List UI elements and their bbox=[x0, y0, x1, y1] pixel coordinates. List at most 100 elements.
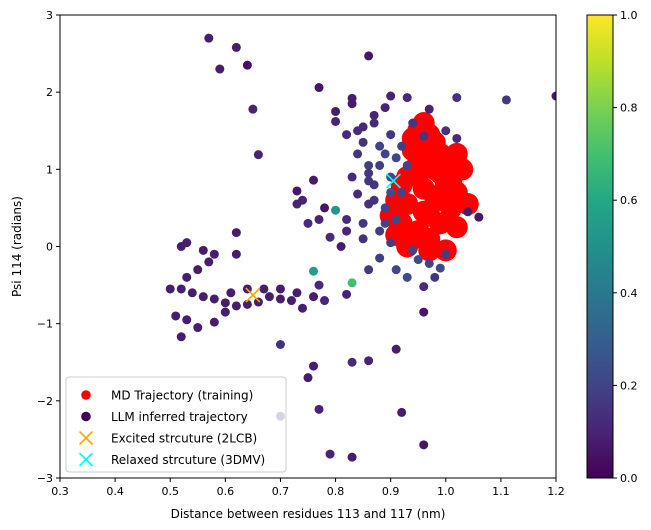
llm-trajectory-point bbox=[331, 205, 341, 215]
legend-x-icon bbox=[78, 430, 94, 446]
llm-trajectory-point bbox=[325, 232, 335, 242]
llm-trajectory-point bbox=[386, 91, 396, 101]
llm-trajectory-point bbox=[402, 272, 412, 282]
x-tick-label: 0.8 bbox=[327, 485, 345, 498]
llm-trajectory-point bbox=[408, 245, 418, 255]
llm-trajectory-point bbox=[375, 141, 385, 151]
llm-trajectory-point bbox=[408, 118, 418, 128]
llm-trajectory-point bbox=[347, 278, 357, 288]
y-tick-label: 0 bbox=[46, 241, 53, 254]
legend-entry-relaxed: Relaxed strcuture (3DMV) bbox=[78, 452, 265, 467]
llm-trajectory-point bbox=[391, 214, 401, 224]
llm-trajectory-point bbox=[182, 272, 192, 282]
llm-trajectory-point bbox=[386, 187, 396, 197]
structure-markers bbox=[245, 173, 401, 303]
colorbar-tick-label: 0.6 bbox=[620, 194, 638, 207]
llm-trajectory-point bbox=[264, 292, 274, 302]
legend-box bbox=[65, 376, 287, 473]
legend-entry-excited: Excited strcuture (2LCB) bbox=[78, 430, 257, 446]
md-trajectory-point bbox=[401, 139, 424, 162]
y-tick-label: 3 bbox=[46, 9, 53, 22]
llm-trajectory-point bbox=[193, 323, 203, 333]
llm-trajectory-point bbox=[419, 282, 429, 292]
llm-trajectory-point bbox=[364, 160, 374, 170]
colorbar-tick-label: 0.2 bbox=[620, 379, 638, 392]
llm-trajectory-point bbox=[375, 226, 385, 236]
llm-trajectory-point bbox=[320, 203, 330, 213]
colorbar-tick-label: 1.0 bbox=[620, 9, 638, 22]
llm-trajectory-point bbox=[231, 249, 241, 259]
llm-trajectory-point bbox=[176, 242, 186, 251]
llm-trajectory-point bbox=[474, 212, 484, 222]
llm-trajectory-point bbox=[331, 106, 341, 116]
md-trajectory-point bbox=[445, 216, 468, 239]
llm-trajectory-point bbox=[253, 150, 263, 160]
x-tick-label: 1.1 bbox=[492, 485, 510, 498]
llm-trajectory-point bbox=[253, 297, 263, 307]
llm-trajectory-point bbox=[325, 449, 335, 459]
legend: MD Trajectory (training) LLM inferred tra… bbox=[65, 376, 287, 473]
llm-trajectory-point bbox=[204, 33, 214, 43]
llm-trajectory-point bbox=[463, 207, 473, 217]
llm-trajectory-point bbox=[171, 311, 181, 321]
md-trajectory-point bbox=[401, 227, 424, 250]
llm-trajectory-point bbox=[342, 226, 352, 236]
y-tick-label: −1 bbox=[37, 318, 53, 331]
legend-label: Relaxed strcuture (3DMV) bbox=[111, 453, 265, 467]
llm-trajectory-point bbox=[391, 153, 401, 163]
llm-trajectory-point bbox=[314, 404, 324, 414]
llm-trajectory-point bbox=[275, 294, 285, 304]
llm-trajectory-point bbox=[220, 307, 230, 317]
llm-trajectory-point bbox=[364, 265, 374, 275]
legend-label: MD Trajectory (training) bbox=[111, 389, 253, 403]
llm-trajectory-point bbox=[292, 288, 302, 298]
x-tick-label: 0.7 bbox=[272, 485, 290, 498]
x-tick-label: 0.5 bbox=[161, 485, 179, 498]
llm-trajectory-point bbox=[369, 118, 379, 128]
llm-trajectory-point bbox=[402, 160, 412, 170]
llm-trajectory-point bbox=[209, 317, 219, 327]
md-trajectory-point bbox=[429, 142, 452, 165]
llm-trajectory-point bbox=[358, 234, 368, 244]
llm-trajectory-point bbox=[342, 130, 352, 140]
llm-trajectory-point bbox=[165, 284, 175, 294]
colorbar-frame bbox=[586, 14, 614, 479]
llm-trajectory-point bbox=[347, 357, 357, 367]
excited-structure-marker bbox=[245, 287, 261, 303]
colorbar-gradient bbox=[587, 15, 613, 478]
md-trajectory-point bbox=[412, 200, 435, 223]
llm-trajectory-point bbox=[380, 218, 390, 228]
llm-trajectory-point bbox=[275, 284, 285, 294]
llm-trajectory-point bbox=[353, 126, 363, 136]
llm-trajectory-point bbox=[209, 294, 219, 304]
llm-trajectory-point bbox=[364, 199, 374, 209]
llm-trajectory-point bbox=[204, 257, 214, 267]
y-tick-label: 2 bbox=[46, 86, 53, 99]
md-trajectory-point bbox=[418, 239, 441, 262]
llm-trajectory-point bbox=[358, 218, 368, 228]
llm-trajectory-point bbox=[501, 95, 511, 105]
llm-trajectory-point bbox=[309, 175, 319, 185]
llm-trajectory-point bbox=[397, 407, 407, 417]
legend-circle-icon bbox=[81, 390, 91, 400]
legend-x-icon bbox=[78, 452, 94, 467]
points-layer bbox=[165, 33, 556, 462]
llm-trajectory-point bbox=[242, 299, 252, 309]
legend-label: Excited strcuture (2LCB) bbox=[111, 432, 257, 446]
llm-trajectory-point bbox=[231, 228, 241, 238]
llm-trajectory-point bbox=[342, 214, 352, 224]
md-trajectory-point bbox=[429, 212, 452, 235]
llm-trajectory-point bbox=[369, 180, 379, 190]
llm-trajectory-point bbox=[430, 272, 440, 282]
llm-trajectory-point bbox=[380, 203, 390, 213]
llm-trajectory-point bbox=[292, 186, 302, 196]
llm-trajectory-point bbox=[231, 301, 241, 311]
llm-trajectory-point bbox=[198, 245, 208, 255]
llm-trajectory-point bbox=[441, 126, 451, 136]
llm-trajectory-point bbox=[375, 160, 385, 170]
llm-trajectory-point bbox=[380, 149, 390, 159]
x-tick-label: 0.4 bbox=[106, 485, 124, 498]
llm-trajectory-point bbox=[364, 356, 374, 366]
llm-trajectory-point bbox=[391, 265, 401, 275]
